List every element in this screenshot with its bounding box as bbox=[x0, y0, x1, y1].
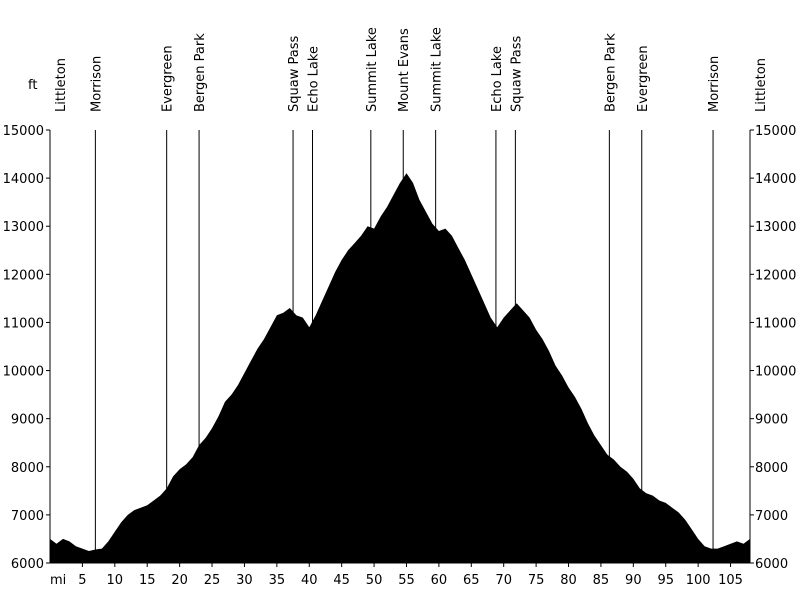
waypoint-label: Morrison bbox=[707, 56, 722, 112]
y-tick-label-right: 13000 bbox=[755, 220, 796, 235]
waypoint-label: Squaw Pass bbox=[287, 36, 302, 112]
y-tick-label-left: 13000 bbox=[3, 220, 44, 235]
x-tick-label: 40 bbox=[301, 573, 318, 588]
y-tick-label-left: 15000 bbox=[3, 124, 44, 139]
x-tick-label: 85 bbox=[593, 573, 610, 588]
waypoint-label: Mount Evans bbox=[397, 28, 412, 112]
x-tick-label: 50 bbox=[366, 573, 383, 588]
waypoint-label: Summit Lake bbox=[430, 27, 445, 112]
x-tick-label: 5 bbox=[78, 573, 86, 588]
x-tick-label: 75 bbox=[528, 573, 545, 588]
x-tick-label: 15 bbox=[139, 573, 156, 588]
x-tick-label: 55 bbox=[398, 573, 415, 588]
y-tick-label-left: 6000 bbox=[11, 557, 44, 572]
x-tick-label: 25 bbox=[204, 573, 221, 588]
elevation-area bbox=[50, 173, 750, 564]
waypoint-label: Echo Lake bbox=[490, 46, 505, 112]
x-tick-label: 95 bbox=[657, 573, 674, 588]
y-tick-label-left: 10000 bbox=[3, 365, 44, 380]
y-axis-left: 6000 7000 8000 9000 10000 11000 12000 13000 1400… bbox=[3, 124, 50, 572]
x-tick-label: 100 bbox=[686, 573, 711, 588]
waypoint-label: Squaw Pass bbox=[509, 36, 524, 112]
y-tick-label-right: 10000 bbox=[755, 365, 796, 380]
waypoint-label: Morrison bbox=[89, 56, 104, 112]
waypoint-label: Bergen Park bbox=[193, 33, 208, 112]
x-tick-label: 60 bbox=[431, 573, 448, 588]
y-tick-label-right: 12000 bbox=[755, 268, 796, 283]
waypoint-label: Summit Lake bbox=[365, 27, 380, 112]
y-tick-label-right: 15000 bbox=[755, 124, 796, 139]
waypoint-label: Echo Lake bbox=[307, 46, 322, 112]
x-tick-label: 105 bbox=[718, 573, 743, 588]
y-tick-label-left: 8000 bbox=[11, 461, 44, 476]
x-tick-label: 65 bbox=[463, 573, 480, 588]
x-tick-label: 10 bbox=[107, 573, 124, 588]
y-tick-label-left: 9000 bbox=[11, 413, 44, 428]
y-tick-label-right: 7000 bbox=[755, 509, 788, 524]
waypoint-labels: Littleton Morrison Evergreen Bergen Park Squ… bbox=[54, 27, 769, 112]
y-tick-label-left: 11000 bbox=[3, 316, 44, 331]
x-tick-label: 20 bbox=[171, 573, 188, 588]
y-axis-right: 6000 7000 8000 9000 10000 11000 12000 13000 1400… bbox=[750, 124, 796, 572]
waypoint-label: Evergreen bbox=[636, 45, 651, 112]
waypoint-label: Littleton bbox=[54, 58, 69, 112]
y-tick-label-left: 12000 bbox=[3, 268, 44, 283]
y-tick-label-right: 11000 bbox=[755, 316, 796, 331]
waypoint-label: Bergen Park bbox=[603, 33, 618, 112]
y-tick-label-right: 14000 bbox=[755, 172, 796, 187]
x-tick-label: 80 bbox=[560, 573, 577, 588]
x-tick-label: 30 bbox=[236, 573, 253, 588]
y-tick-label-left: 14000 bbox=[3, 172, 44, 187]
y-tick-label-left: 7000 bbox=[11, 509, 44, 524]
waypoint-label: Littleton bbox=[754, 58, 769, 112]
y-tick-label-right: 8000 bbox=[755, 461, 788, 476]
x-tick-label: 90 bbox=[625, 573, 642, 588]
x-axis-unit-label: mi bbox=[50, 573, 66, 588]
y-tick-label-right: 9000 bbox=[755, 413, 788, 428]
y-axis-unit-label: ft bbox=[28, 78, 37, 93]
y-tick-label-right: 6000 bbox=[755, 557, 788, 572]
x-tick-label: 35 bbox=[269, 573, 286, 588]
x-axis: 5 10 15 20 25 30 35 40 45 50 55 60 65 70 75 80 85 90 95 100… bbox=[78, 563, 743, 588]
x-tick-label: 70 bbox=[495, 573, 512, 588]
waypoint-label: Evergreen bbox=[161, 45, 176, 112]
x-tick-label: 45 bbox=[333, 573, 350, 588]
